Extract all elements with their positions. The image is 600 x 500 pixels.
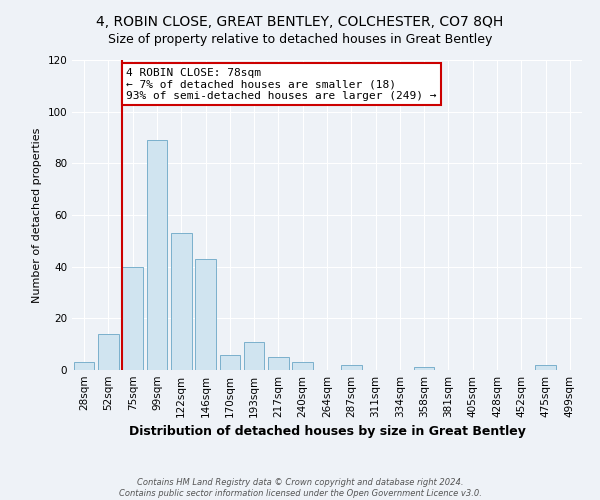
Bar (98, 334, 119, 370)
Text: 4, ROBIN CLOSE, GREAT BENTLEY, COLCHESTER, CO7 8QH: 4, ROBIN CLOSE, GREAT BENTLEY, COLCHESTE… (97, 15, 503, 29)
Bar (292, 362, 313, 370)
Bar (414, 368, 434, 370)
Text: 4 ROBIN CLOSE: 78sqm
← 7% of detached houses are smaller (18)
93% of semi-detach: 4 ROBIN CLOSE: 78sqm ← 7% of detached ho… (126, 68, 437, 101)
Bar (220, 354, 240, 370)
Bar (122, 266, 143, 370)
X-axis label: Distribution of detached houses by size in Great Bentley: Distribution of detached houses by size … (128, 426, 526, 438)
Bar (171, 233, 191, 370)
Text: Size of property relative to detached houses in Great Bentley: Size of property relative to detached ho… (108, 32, 492, 46)
Bar (195, 259, 216, 370)
Bar (535, 365, 556, 370)
Bar (74, 362, 94, 370)
Bar (341, 365, 362, 370)
Bar (146, 140, 167, 370)
Text: Contains HM Land Registry data © Crown copyright and database right 2024.
Contai: Contains HM Land Registry data © Crown c… (119, 478, 481, 498)
Bar (268, 357, 289, 370)
Y-axis label: Number of detached properties: Number of detached properties (32, 128, 42, 302)
Bar (244, 342, 265, 370)
